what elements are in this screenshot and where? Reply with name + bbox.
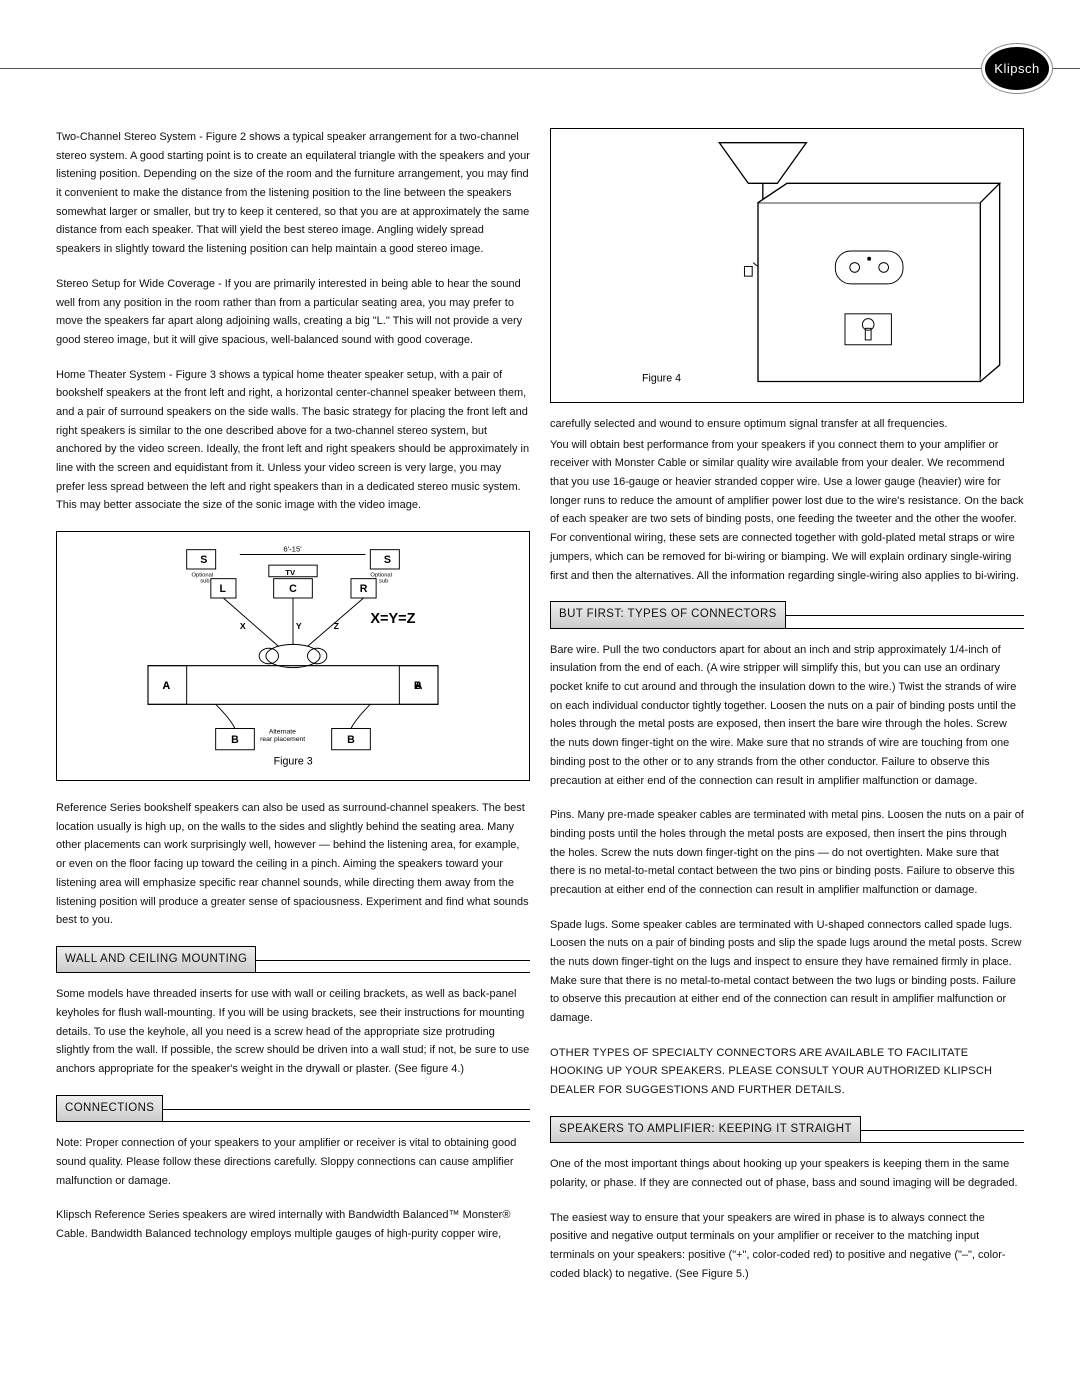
lead: Two-Channel Stereo System - [56,131,206,143]
para-r2: You will obtain best performance from yo… [550,436,1024,586]
figure-4: Figure 4 [550,128,1024,403]
svg-text:S: S [384,554,391,566]
figure-3: S S L C R TV Optional sub Optional sub [56,531,530,781]
para-pins: Pins. Many pre-made speaker cables are t… [550,806,1024,899]
page-content: Two-Channel Stereo System - Figure 2 sho… [56,128,1024,1357]
para-wide-coverage: Stereo Setup for Wide Coverage - If you … [56,275,530,350]
para-mounting: Some models have threaded inserts for us… [56,985,530,1078]
svg-text:B: B [347,734,355,746]
heading-straight: SPEAKERS TO AMPLIFIER: KEEPING IT STRAIG… [550,1116,1024,1144]
heading-connections: CONNECTIONS [56,1095,530,1123]
para-r1: carefully selected and wound to ensure o… [550,415,1024,434]
svg-text:6'-15': 6'-15' [283,545,302,554]
svg-text:L: L [220,583,227,595]
body: Figure 2 shows a typical speaker arrange… [56,131,530,255]
svg-text:A: A [415,680,423,692]
svg-text:X: X [240,621,246,631]
lead: Stereo Setup for Wide Coverage - [56,278,225,290]
para-phase: The easiest way to ensure that your spea… [550,1209,1024,1284]
right-column: Figure 4 carefully selected and wound to… [550,128,1024,1357]
para-specialty: OTHER TYPES OF SPECIALTY CONNECTORS ARE … [550,1044,1024,1100]
heading-wall-mounting: WALL AND CEILING MOUNTING [56,946,530,974]
para-cable: Klipsch Reference Series speakers are wi… [56,1206,530,1243]
para-conn-note: Note: Proper connection of your speakers… [56,1134,530,1190]
svg-text:rear placement: rear placement [260,736,305,743]
heading-label: WALL AND CEILING MOUNTING [56,946,256,974]
left-column: Two-Channel Stereo System - Figure 2 sho… [56,128,530,1357]
para-home-theater: Home Theater System - Figure 3 shows a t… [56,366,530,516]
svg-text:Figure 4: Figure 4 [642,373,681,385]
svg-text:R: R [360,583,368,595]
svg-text:Alternate: Alternate [269,728,296,735]
heading-label: CONNECTIONS [56,1095,163,1123]
svg-text:sub: sub [200,579,209,585]
svg-text:X=Y=Z: X=Y=Z [370,611,415,627]
heading-connectors: BUT FIRST: TYPES OF CONNECTORS [550,601,1024,629]
svg-text:sub: sub [379,579,388,585]
heading-label: BUT FIRST: TYPES OF CONNECTORS [550,601,786,629]
body: Figure 3 shows a typical home theater sp… [56,369,529,512]
lead: Home Theater System - [56,369,176,381]
svg-text:A: A [163,680,171,692]
svg-text:S: S [200,554,207,566]
para-spade: Spade lugs. Some speaker cables are term… [550,916,1024,1028]
para-polarity: One of the most important things about h… [550,1155,1024,1192]
svg-text:C: C [289,583,297,595]
svg-text:TV: TV [285,568,296,577]
svg-text:Z: Z [334,621,340,631]
svg-text:Y: Y [296,621,302,631]
svg-text:B: B [231,734,239,746]
heading-label: SPEAKERS TO AMPLIFIER: KEEPING IT STRAIG… [550,1116,861,1144]
svg-text:Figure 3: Figure 3 [274,755,313,767]
para-two-channel: Two-Channel Stereo System - Figure 2 sho… [56,128,530,259]
header-rule [0,68,1080,69]
para-surround: Reference Series bookshelf speakers can … [56,799,530,930]
klipsch-logo: Klipsch [982,44,1052,93]
para-bare-wire: Bare wire. Pull the two conductors apart… [550,641,1024,791]
